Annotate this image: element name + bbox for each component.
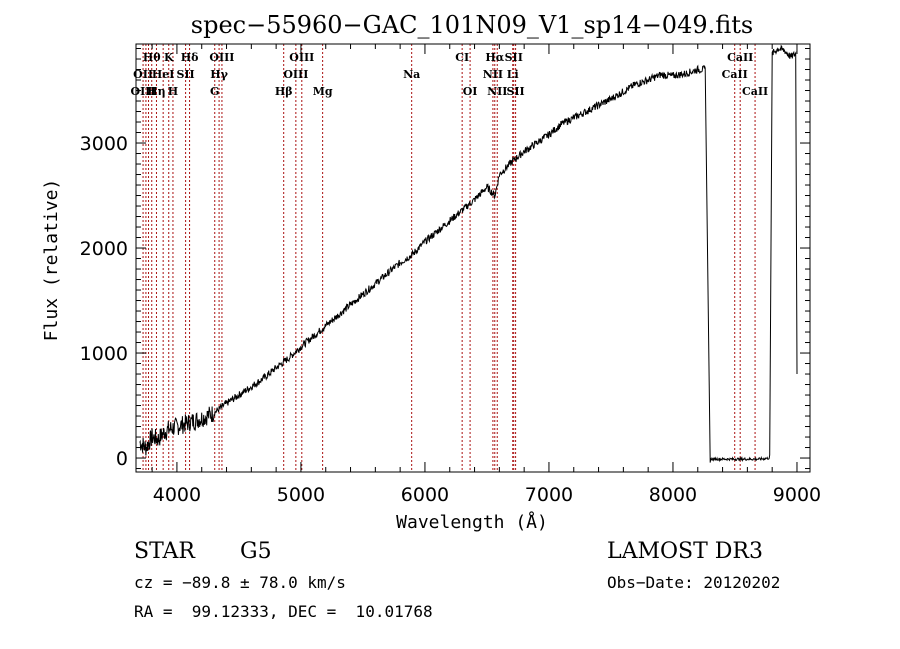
coordinates-text: RA = 99.12333, DEC = 10.01768 — [134, 602, 433, 621]
object-class: STAR — [134, 539, 195, 564]
obs-date-text: Obs−Date: 20120202 — [607, 573, 781, 592]
x-ticks-group: 4000 5000 6000 7000 8000 9000 — [151, 44, 821, 506]
marker-label: SII — [506, 85, 524, 98]
marker-label: SII — [505, 51, 523, 64]
marker-label: SII — [176, 68, 194, 81]
x-tick-label: 6000 — [401, 484, 449, 506]
x-tick-label: 9000 — [773, 484, 821, 506]
marker-label: OI — [463, 85, 478, 98]
x-tick-label: 4000 — [153, 484, 201, 506]
y-tick-label: 3000 — [80, 133, 128, 155]
marker-label: OII — [133, 68, 153, 81]
marker-label: Na — [403, 68, 420, 81]
marker-label: CaII — [727, 51, 753, 64]
marker-label: HeI — [152, 68, 175, 81]
y-ticks-group: 0 1000 2000 3000 — [80, 48, 810, 470]
marker-label: Li — [507, 68, 519, 81]
marker-label: OIII — [209, 51, 234, 64]
marker-label: NII — [487, 85, 507, 98]
marker-label: Hγ — [210, 68, 228, 81]
y-tick-label: 2000 — [80, 238, 128, 260]
marker-label: CI — [455, 51, 469, 64]
series-line-flux — [139, 44, 798, 463]
chart-title: spec−55960−GAC_101N09_V1_sp14−049.fits — [191, 11, 753, 39]
x-tick-label: 5000 — [277, 484, 325, 506]
marker-label: K — [164, 51, 174, 64]
marker-label: G — [210, 85, 219, 98]
y-axis-label: Flux (relative) — [41, 179, 62, 342]
axes-group — [135, 43, 811, 473]
marker-label: Hη — [147, 85, 165, 98]
object-subclass: G5 — [240, 539, 272, 564]
marker-label: Hβ — [275, 85, 293, 98]
plot-frame — [135, 43, 811, 473]
series-group — [139, 44, 798, 463]
marker-label: Mg — [313, 85, 333, 98]
marker-label: OIII — [289, 51, 314, 64]
marker-label: OIII — [283, 68, 308, 81]
marker-label: H — [168, 85, 178, 98]
marker-label: CaII — [722, 68, 748, 81]
marker-label: NII — [483, 68, 503, 81]
y-tick-label: 0 — [116, 448, 128, 470]
x-tick-label: 8000 — [649, 484, 697, 506]
y-tick-label: 1000 — [80, 343, 128, 365]
x-axis-label: Wavelength (Å) — [396, 511, 548, 533]
line-markers-group — [142, 44, 756, 472]
marker-label: Hα — [485, 51, 504, 64]
marker-label: Hδ — [181, 51, 199, 64]
marker-label: OIII — [131, 85, 156, 98]
redshift-text: cz = −89.8 ± 78.0 km/s — [134, 573, 346, 592]
survey-name: LAMOST DR3 — [607, 539, 763, 564]
marker-label: CaII — [742, 85, 768, 98]
marker-label: Hθ — [143, 51, 161, 64]
x-tick-label: 7000 — [525, 484, 573, 506]
